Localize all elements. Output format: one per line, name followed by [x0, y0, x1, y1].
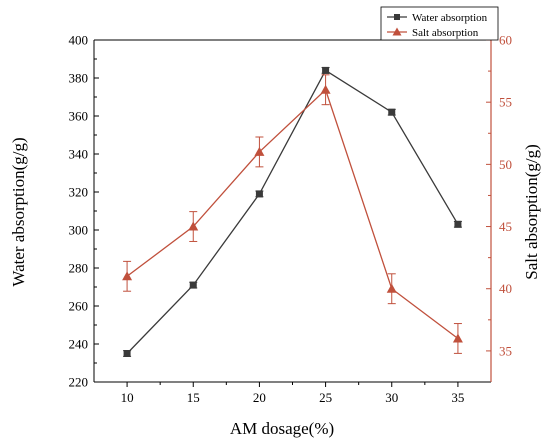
right-tick-label: 45	[499, 219, 512, 234]
data-point	[454, 220, 462, 228]
x-tick-label: 20	[253, 390, 266, 405]
axes	[93, 39, 492, 383]
x-axis-title: AM dosage(%)	[230, 419, 334, 438]
data-point	[255, 190, 263, 198]
legend-items: Water absorption Salt absorption	[387, 12, 488, 39]
left-tick-label: 280	[69, 261, 89, 276]
legend-label: Salt absorption	[412, 27, 479, 39]
left-tick-label: 300	[69, 223, 89, 238]
left-tick-label: 260	[69, 299, 89, 314]
x-tick-label: 15	[187, 390, 200, 405]
data-point	[188, 221, 199, 231]
left-tick-label: 360	[69, 109, 89, 124]
left-axis-ticks: 220 240 260 280 300 320 340 360 380 400	[69, 33, 99, 390]
data-point	[388, 108, 396, 116]
legend-marker	[392, 27, 402, 36]
data-point	[189, 281, 197, 289]
data-point	[386, 283, 397, 293]
legend-item: Salt absorption	[387, 27, 479, 39]
x-axis-ticks: 10 15 20 25 30 35	[121, 382, 464, 405]
right-tick-label: 60	[499, 33, 512, 48]
data-point	[254, 146, 265, 156]
series-water-absorption	[123, 66, 462, 357]
left-tick-label: 320	[69, 185, 89, 200]
series-salt-absorption	[122, 74, 463, 354]
data-point	[322, 66, 330, 74]
x-tick-label: 10	[121, 390, 134, 405]
series-line	[126, 88, 459, 339]
legend-marker	[394, 14, 400, 20]
data-point	[320, 84, 331, 94]
right-tick-label: 40	[499, 281, 512, 296]
series-line	[126, 69, 459, 354]
left-tick-label: 220	[69, 375, 89, 390]
right-tick-label: 35	[499, 343, 512, 358]
legend-item: Water absorption	[387, 12, 488, 24]
x-tick-label: 35	[451, 390, 464, 405]
right-tick-label: 55	[499, 95, 512, 110]
left-tick-label: 240	[69, 337, 89, 352]
series-layer	[122, 66, 463, 357]
x-tick-label: 30	[385, 390, 398, 405]
right-axis-ticks: 35 40 45 50 55 60	[486, 33, 512, 358]
left-tick-label: 340	[69, 147, 89, 162]
left-tick-label: 380	[69, 71, 89, 86]
left-axis-title: Water absorption(g/g)	[9, 137, 28, 286]
legend-label: Water absorption	[412, 12, 488, 24]
legend: Water absorption Salt absorption	[380, 6, 499, 41]
left-tick-label: 400	[69, 33, 89, 48]
right-tick-label: 50	[499, 157, 512, 172]
data-point	[122, 271, 133, 281]
data-point	[452, 333, 463, 343]
right-axis-title: Salt absorption(g/g)	[522, 144, 541, 280]
data-point	[123, 350, 131, 357]
x-tick-label: 25	[319, 390, 332, 405]
